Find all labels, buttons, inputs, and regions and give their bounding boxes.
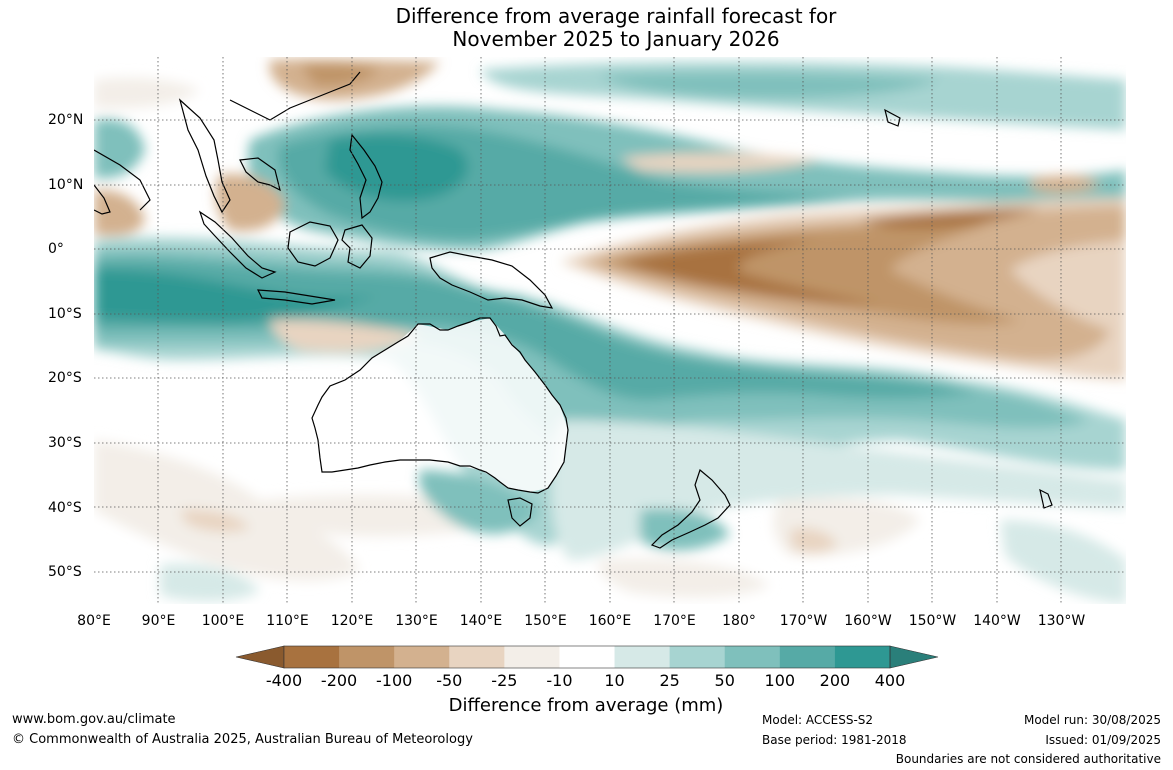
colorbar-cell	[559, 646, 616, 668]
longitude-label: 160°W	[844, 613, 892, 629]
longitude-label: 100°E	[201, 613, 245, 629]
latitude-label: 0°	[48, 241, 64, 258]
longitude-label: 120°E	[330, 613, 374, 629]
copyright-notice: © Commonwealth of Australia 2025, Austra…	[12, 732, 473, 747]
colorbar-label: 200	[819, 671, 851, 690]
longitude-label: 170°E	[653, 613, 696, 629]
colorbar-label: -100	[376, 671, 413, 690]
colorbar-label: 50	[714, 671, 735, 690]
latitude-label: 10°N	[48, 176, 84, 193]
colorbar-label: -10	[546, 671, 573, 690]
longitude-label: 130°W	[1037, 613, 1086, 629]
map-title-line1: Difference from average rainfall forecas…	[395, 4, 837, 28]
colorbar-arrow-high	[889, 645, 939, 669]
colorbar	[235, 645, 939, 669]
colorbar-label: -50	[436, 671, 463, 690]
latitude-label: 20°S	[48, 370, 82, 387]
longitude-label: 140°E	[459, 613, 503, 629]
colorbar-cell	[339, 646, 395, 668]
website-link[interactable]: www.bom.gov.au/climate	[12, 712, 176, 727]
rainfall-anomaly-field	[94, 59, 1126, 604]
longitude-label: 140°W	[973, 613, 1021, 629]
latitude-label: 20°N	[48, 112, 84, 128]
colorbar-cell	[724, 646, 781, 668]
model-run-date: Model run: 30/08/2025	[1023, 713, 1161, 727]
colorbar-cell	[449, 646, 505, 668]
colorbar-cell	[394, 646, 450, 668]
issued-date: Issued: 01/09/2025	[1045, 733, 1161, 747]
colorbar-label: -400	[265, 671, 303, 690]
latitude-label: 10°S	[48, 305, 82, 322]
longitude-label: 150°W	[908, 613, 957, 629]
latitude-label: 40°S	[48, 499, 82, 516]
colorbar-title: Difference from average (mm)	[448, 695, 724, 716]
longitude-label: 130°E	[395, 613, 438, 629]
model-name: Model: ACCESS-S2	[762, 713, 874, 727]
longitude-label: 170°W	[779, 613, 828, 629]
latitude-label: 30°S	[48, 435, 82, 451]
colorbar-cell	[669, 646, 726, 668]
boundaries-disclaimer: Boundaries are not considered authoritat…	[895, 752, 1161, 766]
colorbar-label: 10	[604, 671, 625, 690]
coastlines	[94, 71, 1053, 549]
colorbar-label: -25	[491, 671, 518, 690]
colorbar-label: 25	[659, 671, 680, 690]
longitude-label: 150°E	[524, 613, 567, 629]
longitude-label: 110°E	[266, 613, 309, 629]
longitude-label: 180°	[722, 613, 756, 629]
map-title-line2: November 2025 to January 2026	[452, 27, 780, 51]
longitude-label: 80°E	[77, 613, 111, 629]
colorbar-label: 100	[764, 671, 796, 690]
longitude-label: 160°E	[588, 613, 632, 629]
colorbar-cell	[614, 646, 671, 668]
base-period: Base period: 1981-2018	[762, 733, 907, 747]
colorbar-cell	[504, 646, 560, 668]
latitude-label: 50°S	[48, 564, 82, 581]
colorbar-label: 400	[874, 671, 906, 690]
colorbar-arrow-low	[235, 645, 285, 669]
colorbar-label: -200	[320, 671, 358, 690]
graticule	[94, 57, 1126, 604]
colorbar-cell	[779, 646, 836, 668]
colorbar-cell	[834, 646, 891, 668]
longitude-label: 90°E	[141, 613, 176, 629]
colorbar-cell	[284, 646, 340, 668]
